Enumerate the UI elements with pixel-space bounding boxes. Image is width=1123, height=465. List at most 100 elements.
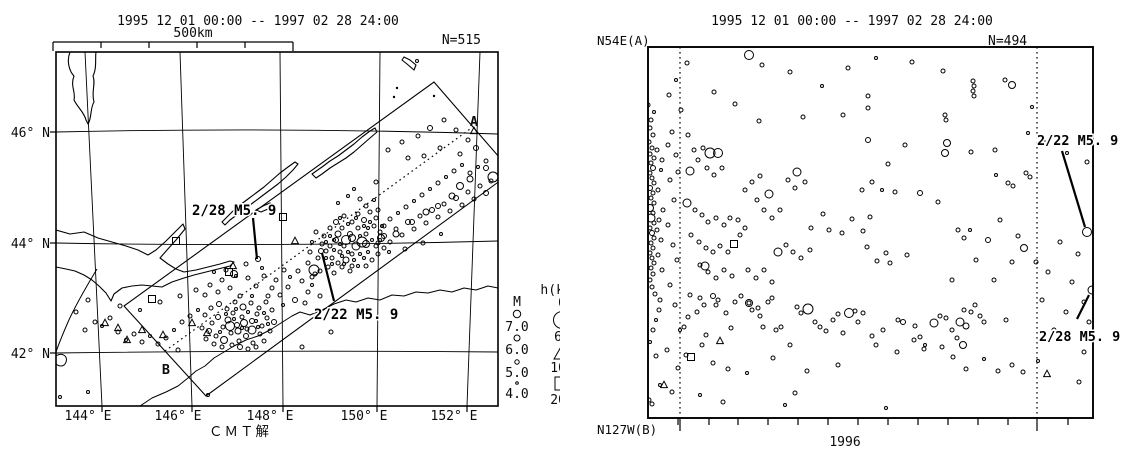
earthquake-symbol-circle <box>1020 369 1026 375</box>
earthquake-symbol-circle <box>757 173 763 179</box>
earthquake-symbol-circle <box>785 177 791 183</box>
earthquake-symbol-circle <box>264 315 270 321</box>
earthquake-symbol-circle <box>650 190 656 196</box>
earthquake-symbol-circle <box>281 303 285 307</box>
map-event-count: N=515 <box>442 33 481 48</box>
earthquake-symbol-circle <box>263 299 269 305</box>
earthquake-symbol-circle <box>761 207 767 213</box>
earthquake-symbol-circle <box>255 256 261 262</box>
legend-m4-label: 4.0 <box>505 387 528 402</box>
earthquake-symbol-circle <box>207 282 213 288</box>
earthquake-symbol-circle <box>357 196 363 202</box>
earthquake-symbol-circle <box>250 340 256 346</box>
earthquake-symbol-circle <box>792 185 798 191</box>
earthquake-symbol-circle <box>917 190 923 196</box>
earthquake-symbol-circle <box>887 260 893 266</box>
earthquake-symbol-circle <box>245 346 251 352</box>
earthquake-symbol-circle <box>703 332 709 338</box>
earthquake-symbol-circle <box>208 305 214 311</box>
kunashiri-coast <box>221 161 299 226</box>
legend-depth-61: 61 <box>554 330 560 345</box>
earthquake-symbol-circle <box>395 86 399 90</box>
earthquake-symbol-circle <box>783 403 787 407</box>
earthquake-symbol-circle <box>745 267 751 273</box>
earthquake-symbol-circle <box>358 234 362 238</box>
earthquake-symbol-circle <box>794 304 800 310</box>
earthquake-symbol-circle <box>1003 317 1009 323</box>
earthquake-symbol-circle <box>412 199 416 203</box>
earthquake-symbol-circle <box>757 313 763 319</box>
earthquake-symbol-circle <box>912 323 918 329</box>
earthquake-symbol-circle <box>428 187 432 191</box>
earthquake-symbol-circle <box>817 324 823 330</box>
earthquake-symbol-circle <box>288 275 292 279</box>
earthquake-symbol-circle <box>261 273 267 279</box>
earthquake-symbol-circle <box>692 207 698 213</box>
earthquake-symbol-circle <box>973 257 979 263</box>
earthquake-symbol-circle <box>1075 251 1081 257</box>
earthquake-symbol-circle <box>649 401 655 407</box>
earthquake-symbol-circle <box>219 277 225 283</box>
earthquake-symbol-circle <box>648 397 652 403</box>
earthquake-symbol-circle <box>375 240 381 246</box>
earthquake-symbol-circle <box>451 168 457 174</box>
earthquake-symbol-circle <box>335 260 341 266</box>
legend-m7-label: 7.0 <box>505 320 528 335</box>
legend-depth-200: 200 <box>550 393 560 408</box>
earthquake-symbol-circle <box>437 145 443 151</box>
earthquake-symbol-circle <box>812 319 818 325</box>
earthquake-symbol-circle <box>694 309 700 315</box>
earthquake-symbol-circle <box>339 264 345 270</box>
earthquake-symbol-circle <box>665 222 671 228</box>
legend-depth-title: h(km) <box>540 283 560 298</box>
earthquake-symbol-circle <box>1040 138 1046 144</box>
earthquake-symbol-circle <box>1065 151 1069 155</box>
earthquake-symbol-circle <box>447 208 453 214</box>
earthquake-symbol-circle <box>729 273 735 279</box>
earthquake-symbol-circle <box>487 171 498 183</box>
earthquake-symbol-circle <box>684 60 690 66</box>
st-year-label: 1996 <box>829 435 860 450</box>
earthquake-symbol-circle <box>659 157 665 163</box>
legend-m7-circle <box>512 309 522 319</box>
earthquake-symbol-circle <box>720 399 726 405</box>
earthquake-symbol-circle <box>175 347 181 353</box>
earthquake-symbol-circle <box>835 311 841 317</box>
earthquake-symbol-circle <box>239 303 247 311</box>
earthquake-symbol-circle <box>355 211 361 217</box>
earthquake-symbol-circle <box>465 189 471 195</box>
earthquake-symbol-circle <box>477 183 483 189</box>
earthquake-symbol-circle <box>713 148 723 158</box>
earthquake-symbol-circle <box>773 327 779 333</box>
earthquake-symbol-circle <box>1069 279 1075 285</box>
earthquake-symbol-circle <box>929 318 939 328</box>
earthquake-symbol-circle <box>381 223 387 229</box>
earthquake-symbol-circle <box>648 213 656 223</box>
earthquake-symbol-circle <box>673 152 679 158</box>
earthquake-symbol-circle <box>1076 379 1082 385</box>
earthquake-symbol-circle <box>363 263 369 269</box>
earthquake-symbol-circle <box>352 258 356 262</box>
earthquake-symbol-circle <box>685 132 691 138</box>
earthquake-symbol-circle <box>432 94 436 98</box>
annotation-2-22: 2/22 M5. 9 <box>314 307 398 323</box>
legend-depth-101: 101 <box>550 361 560 376</box>
earthquake-symbol-circle <box>212 270 216 274</box>
earthquake-symbol-circle <box>1009 259 1015 265</box>
earthquake-symbol-circle <box>783 242 789 248</box>
earthquake-symbol-circle <box>835 362 841 368</box>
earthquake-symbol-triangle <box>158 330 168 339</box>
earthquake-symbol-circle <box>742 225 748 231</box>
earthquake-symbol-circle <box>253 283 259 289</box>
earthquake-symbol-circle <box>256 305 262 311</box>
earthquake-symbol-circle <box>387 250 391 254</box>
epicenter-map-panel: 1995 12 01 00:00 -- 1997 02 28 24:00 500… <box>11 14 560 440</box>
earthquake-symbol-circle <box>792 390 798 396</box>
earthquake-symbol-circle <box>483 165 489 171</box>
earthquake-symbol-circle <box>351 241 361 251</box>
earthquake-symbol-circle <box>648 250 653 256</box>
earthquake-symbol-circle <box>721 267 727 273</box>
earthquake-symbol-circle <box>839 230 845 236</box>
earthquake-symbol-circle <box>368 220 372 224</box>
legend-m6-label: 6.0 <box>505 343 528 358</box>
